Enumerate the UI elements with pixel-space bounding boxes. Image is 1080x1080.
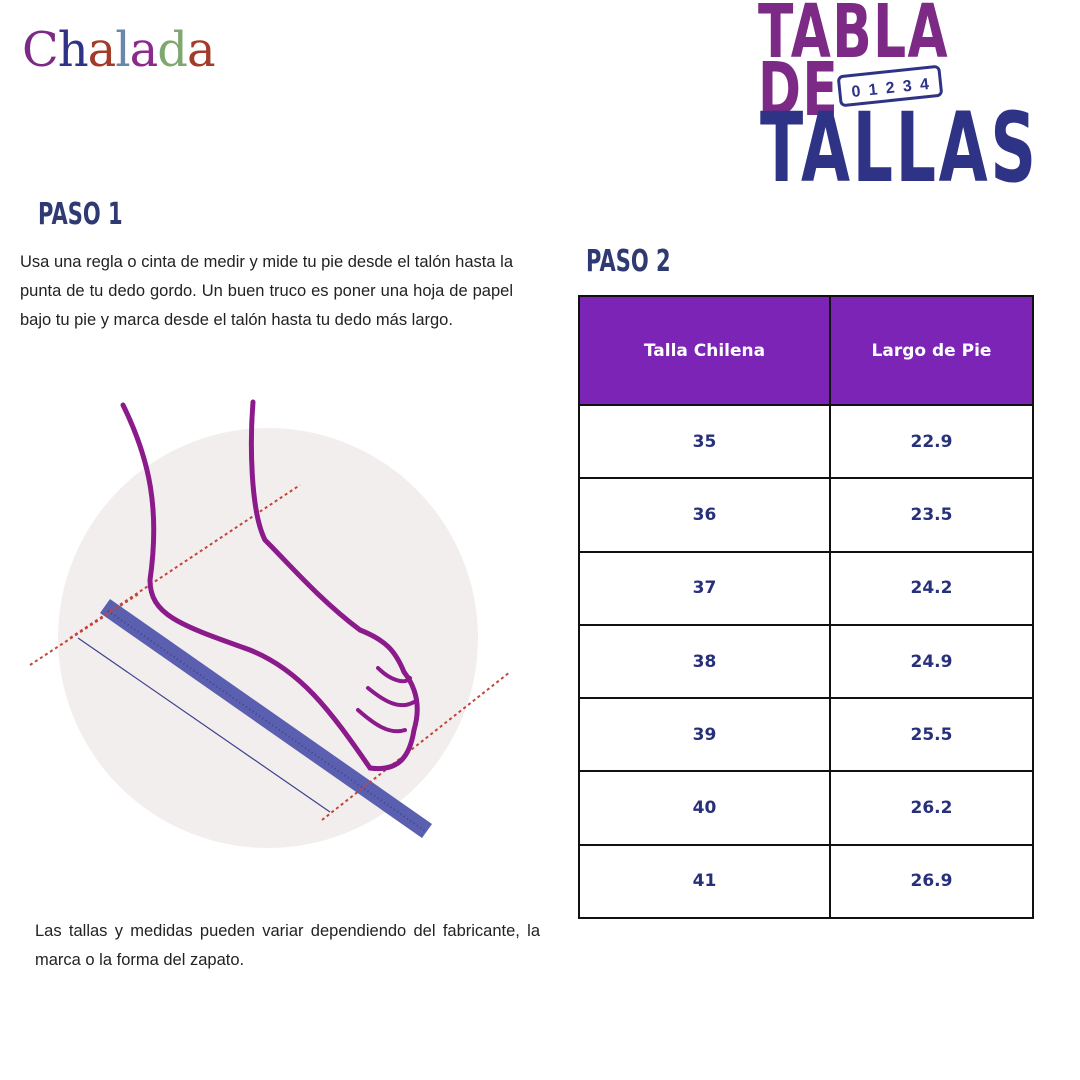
table-row: 40 26.2 [578, 770, 1034, 846]
table-row: 41 26.9 [578, 843, 1034, 920]
logo-letter: a [87, 22, 117, 78]
logo-letter: d [157, 22, 188, 78]
logo-letter: l [115, 22, 130, 78]
heel-guide-line [69, 484, 301, 639]
logo-letter: a [129, 22, 159, 78]
table-header-row: Talla Chilena Largo de Pie [578, 295, 1034, 406]
size-cell: 37 [578, 550, 831, 626]
header-talla: Talla Chilena [578, 295, 831, 406]
length-cell: 26.9 [829, 843, 1034, 920]
size-cell: 41 [578, 843, 831, 920]
logo-letter: h [57, 22, 89, 78]
step1-text: Usa una regla o cinta de medir y mide tu… [20, 253, 513, 329]
toe-dashed-line [321, 671, 511, 821]
logo-letter: a [187, 22, 216, 78]
length-cell: 23.5 [829, 477, 1034, 553]
table-row: 37 24.2 [578, 550, 1034, 626]
size-cell: 35 [578, 403, 831, 480]
foot-measure-illustration [29, 399, 511, 848]
length-cell: 25.5 [829, 697, 1034, 773]
table-row: 35 22.9 [578, 403, 1034, 480]
length-cell: 24.2 [829, 550, 1034, 626]
size-cell: 36 [578, 477, 831, 553]
table-row: 36 23.5 [578, 477, 1034, 553]
title-line-1: TABLA DE [758, 0, 949, 133]
measure-arrow [77, 637, 331, 813]
size-cell: 39 [578, 697, 831, 773]
step2-heading: PASO 2 [586, 244, 671, 279]
heel-dashed-line [29, 592, 141, 666]
background-circle [58, 428, 478, 848]
ruler-icon [100, 599, 432, 838]
chalada-logo: Chalada [22, 22, 216, 78]
table-row: 39 25.5 [578, 697, 1034, 773]
size-cell: 38 [578, 623, 831, 700]
toes-outline [356, 666, 416, 734]
size-table: Talla Chilena Largo de Pie 35 22.9 36 23.5… [578, 295, 1034, 920]
logo-letter: C [22, 22, 59, 78]
header-largo: Largo de Pie [829, 295, 1034, 406]
foot-outline [120, 399, 420, 772]
length-cell: 22.9 [829, 403, 1034, 480]
length-cell: 26.2 [829, 770, 1034, 846]
table-row: 38 24.9 [578, 623, 1034, 700]
size-cell: 40 [578, 770, 831, 846]
title-line-2: TALLAS [760, 92, 1039, 204]
length-cell: 24.9 [829, 623, 1034, 700]
step1-heading: PASO 1 [38, 197, 123, 232]
disclaimer-note: Las tallas y medidas pueden variar depen… [35, 922, 540, 969]
